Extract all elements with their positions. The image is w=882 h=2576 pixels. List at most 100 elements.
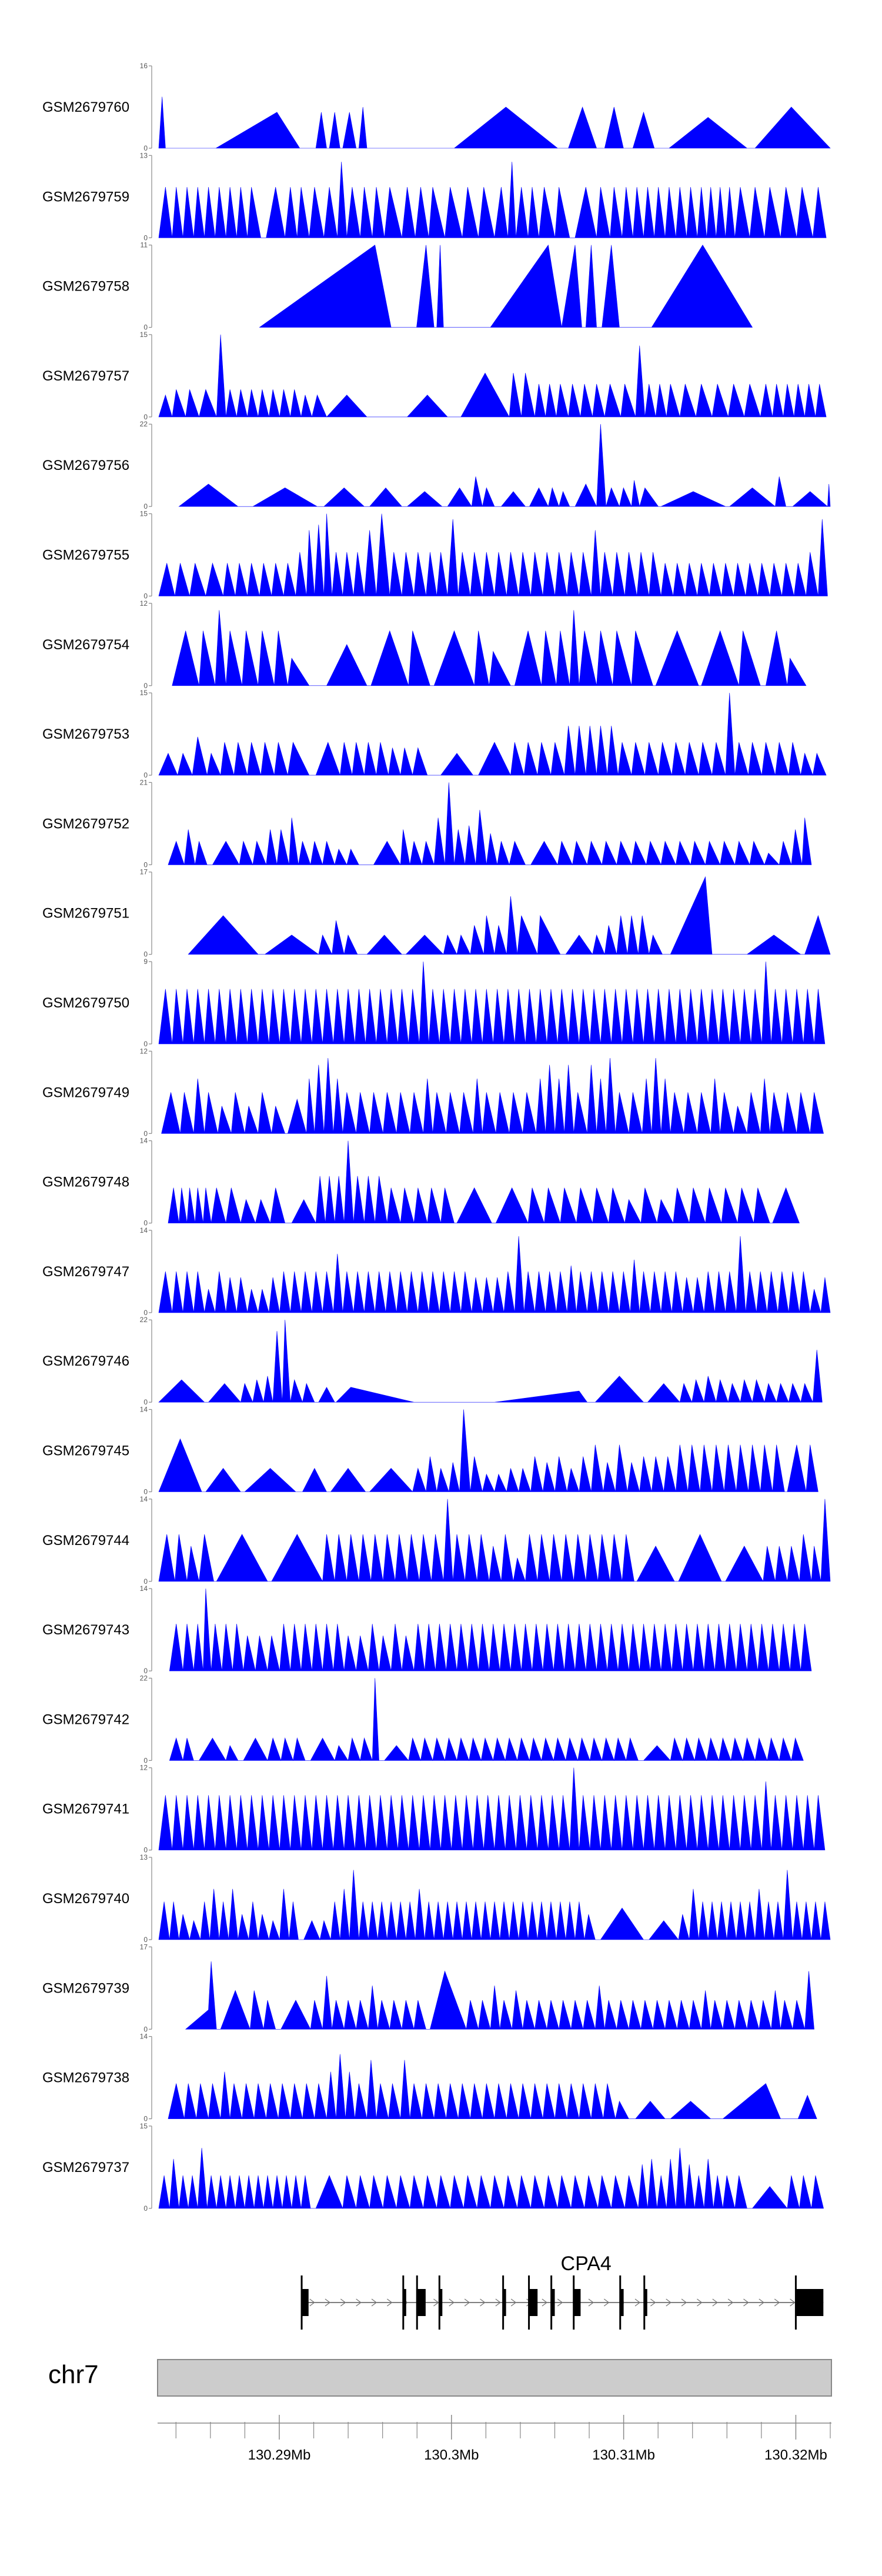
y-min-label: 0 [143, 1309, 148, 1317]
y-max-label: 12 [140, 599, 148, 608]
coverage-area-GSM2679739 [185, 1961, 814, 2030]
y-max-label: 13 [140, 1853, 148, 1861]
strand-arrow [759, 2298, 764, 2307]
strand-arrow [325, 2298, 331, 2307]
track-GSM2679751: GSM2679751 17 0 [42, 868, 831, 959]
y-max-label: 22 [140, 420, 148, 428]
y-max-label: 14 [140, 1137, 148, 1145]
y-max-label: 15 [140, 331, 148, 339]
strand-arrow [495, 2298, 501, 2307]
track-GSM2679739: GSM2679739 17 0 [42, 1943, 814, 2033]
coverage-area-GSM2679747 [158, 1236, 831, 1313]
coverage-area-GSM2679738 [168, 2054, 817, 2119]
coverage-area-GSM2679745 [158, 1409, 818, 1493]
y-min-label: 0 [143, 2025, 148, 2033]
exon [573, 2289, 581, 2316]
strand-arrow [697, 2298, 703, 2307]
exon [439, 2289, 443, 2316]
y-max-label: 14 [140, 2033, 148, 2041]
strand-arrow [727, 2298, 734, 2307]
track-GSM2679755: GSM2679755 15 0 [42, 510, 828, 600]
y-max-label: 9 [143, 957, 148, 966]
y-max-label: 12 [140, 1764, 148, 1772]
sample-label: GSM2679752 [42, 816, 129, 832]
y-max-label: 13 [140, 151, 148, 159]
exon [302, 2289, 309, 2316]
sample-label: GSM2679758 [42, 279, 129, 295]
strand-arrow [650, 2298, 656, 2307]
exon [403, 2289, 406, 2316]
gene-label: CPA4 [561, 2253, 612, 2275]
strand-arrow [371, 2298, 377, 2307]
track-GSM2679742: GSM2679742 22 0 [42, 1674, 804, 1764]
gene-track: CPA4 [300, 2253, 824, 2330]
coverage-area-GSM2679750 [158, 961, 826, 1045]
y-min-label: 0 [143, 1129, 148, 1137]
sample-label: GSM2679743 [42, 1622, 129, 1638]
y-min-label: 0 [143, 1667, 148, 1675]
track-GSM2679754: GSM2679754 12 0 [42, 599, 807, 690]
coverage-area-GSM2679743 [169, 1589, 812, 1671]
track-GSM2679752: GSM2679752 21 0 [42, 778, 812, 869]
strand-arrow [588, 2298, 594, 2307]
track-GSM2679758: GSM2679758 11 0 [42, 241, 753, 332]
strand-arrow [309, 2298, 315, 2307]
y-min-label: 0 [143, 1756, 148, 1764]
y-min-label: 0 [143, 1936, 148, 1944]
strand-arrow [510, 2298, 517, 2307]
sample-label: GSM2679741 [42, 1801, 129, 1817]
track-GSM2679753: GSM2679753 15 0 [42, 689, 827, 779]
y-min-label: 0 [143, 502, 148, 510]
exon [620, 2289, 624, 2316]
track-GSM2679748: GSM2679748 14 0 [42, 1137, 800, 1227]
coverage-area-GSM2679751 [188, 876, 831, 955]
y-min-label: 0 [143, 950, 148, 959]
strand-arrow [790, 2298, 796, 2307]
coverage-area-GSM2679748 [168, 1140, 800, 1224]
coverage-area-GSM2679744 [158, 1499, 831, 1582]
strand-arrow [356, 2298, 362, 2307]
coverage-area-GSM2679757 [158, 334, 827, 418]
strand-arrow [634, 2298, 641, 2307]
strand-arrow [712, 2298, 718, 2307]
coverage-area-GSM2679741 [158, 1767, 826, 1850]
y-min-label: 0 [143, 771, 148, 779]
chromosome-label: chr7 [48, 2360, 99, 2389]
coverage-area-GSM2679752 [168, 782, 812, 866]
genome-axis: 130.29Mb 130.3Mb 130.31Mb 130.32Mb [158, 2415, 831, 2463]
x-tick-label: 130.32Mb [764, 2447, 827, 2463]
track-GSM2679756: GSM2679756 22 0 [42, 420, 831, 510]
sample-label: GSM2679748 [42, 1174, 129, 1190]
track-GSM2679757: GSM2679757 15 0 [42, 331, 827, 421]
exon [503, 2289, 506, 2316]
strand-arrow [666, 2298, 671, 2307]
y-max-label: 22 [140, 1316, 148, 1324]
exon [644, 2289, 647, 2316]
y-max-label: 14 [140, 1584, 148, 1593]
y-max-label: 21 [140, 778, 148, 786]
y-min-label: 0 [143, 2204, 148, 2213]
y-max-label: 11 [141, 241, 148, 249]
sample-label: GSM2679739 [42, 1980, 129, 1996]
track-GSM2679744: GSM2679744 14 0 [42, 1495, 831, 1586]
sample-label: GSM2679753 [42, 726, 129, 742]
coverage-area-GSM2679759 [158, 162, 827, 238]
sample-label: GSM2679754 [42, 637, 129, 653]
coverage-area-GSM2679740 [158, 1870, 831, 1940]
track-GSM2679750: GSM2679750 9 0 [42, 957, 826, 1048]
y-min-label: 0 [143, 2115, 148, 2123]
y-min-label: 0 [143, 323, 148, 332]
y-min-label: 0 [143, 1577, 148, 1586]
track-GSM2679747: GSM2679747 14 0 [42, 1226, 831, 1317]
y-max-label: 22 [140, 1674, 148, 1682]
strand-arrow [386, 2298, 393, 2307]
sample-label: GSM2679737 [42, 2160, 129, 2175]
exon [529, 2289, 538, 2316]
sample-label: GSM2679759 [42, 189, 129, 205]
y-max-label: 12 [140, 1047, 148, 1055]
y-max-label: 16 [140, 62, 148, 70]
coverage-area-GSM2679755 [158, 513, 828, 597]
sample-label: GSM2679760 [42, 99, 129, 115]
track-GSM2679745: GSM2679745 14 0 [42, 1406, 818, 1496]
